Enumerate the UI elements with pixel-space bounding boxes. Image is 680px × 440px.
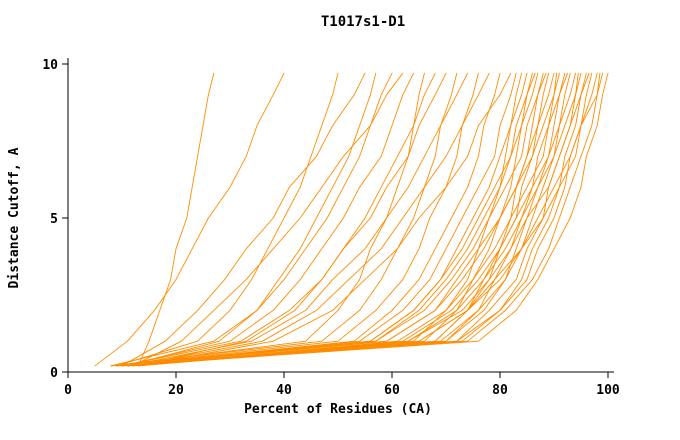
axes xyxy=(62,58,614,378)
model-curve xyxy=(116,72,571,367)
model-curve xyxy=(137,72,215,367)
model-curve xyxy=(132,72,490,367)
model-curve xyxy=(121,72,566,367)
model-curve xyxy=(121,72,447,367)
model-curve xyxy=(116,72,517,367)
x-tick-label: 60 xyxy=(384,383,400,398)
x-tick-label: 20 xyxy=(168,383,184,398)
model-curve xyxy=(137,72,512,367)
model-curve xyxy=(121,72,415,367)
y-axis-label: Distance Cutoff, A xyxy=(7,147,22,288)
model-curve xyxy=(126,72,604,367)
model-curve xyxy=(137,72,598,367)
model-curve xyxy=(121,72,593,367)
model-curve xyxy=(116,72,601,367)
plot-title: T1017s1-D1 xyxy=(321,14,405,30)
model-curve xyxy=(110,72,536,367)
axis-lines xyxy=(67,58,614,373)
model-curve xyxy=(137,72,568,367)
y-tick-label: 5 xyxy=(50,212,58,227)
model-curve xyxy=(94,72,285,367)
y-tick-label: 10 xyxy=(42,58,58,73)
model-curve xyxy=(126,72,577,367)
x-tick-label: 100 xyxy=(596,383,620,398)
x-tick-label: 40 xyxy=(276,383,292,398)
model-curve xyxy=(116,72,339,367)
x-axis-label: Percent of Residues (CA) xyxy=(244,402,432,417)
model-curve xyxy=(132,72,582,367)
model-curve xyxy=(126,72,590,367)
model-curve xyxy=(132,72,558,367)
model-curve xyxy=(116,72,587,367)
x-tick-label: 80 xyxy=(492,383,508,398)
y-tick-label: 0 xyxy=(50,366,58,381)
model-curve xyxy=(126,72,377,367)
model-curve xyxy=(121,72,539,367)
model-curve xyxy=(110,72,393,367)
model-curve xyxy=(137,72,436,367)
model-curve xyxy=(137,72,544,367)
model-curve xyxy=(116,72,479,367)
model-curve xyxy=(116,72,547,367)
model-curve xyxy=(126,72,469,367)
model-curve xyxy=(121,72,555,367)
model-curve xyxy=(121,72,366,367)
model-curve xyxy=(110,72,560,367)
model-curve xyxy=(110,72,458,367)
x-tick-label: 0 xyxy=(64,383,72,398)
model-curve xyxy=(121,72,501,367)
curves-group xyxy=(94,72,609,367)
model-curve xyxy=(121,72,609,367)
model-curve xyxy=(132,72,404,367)
